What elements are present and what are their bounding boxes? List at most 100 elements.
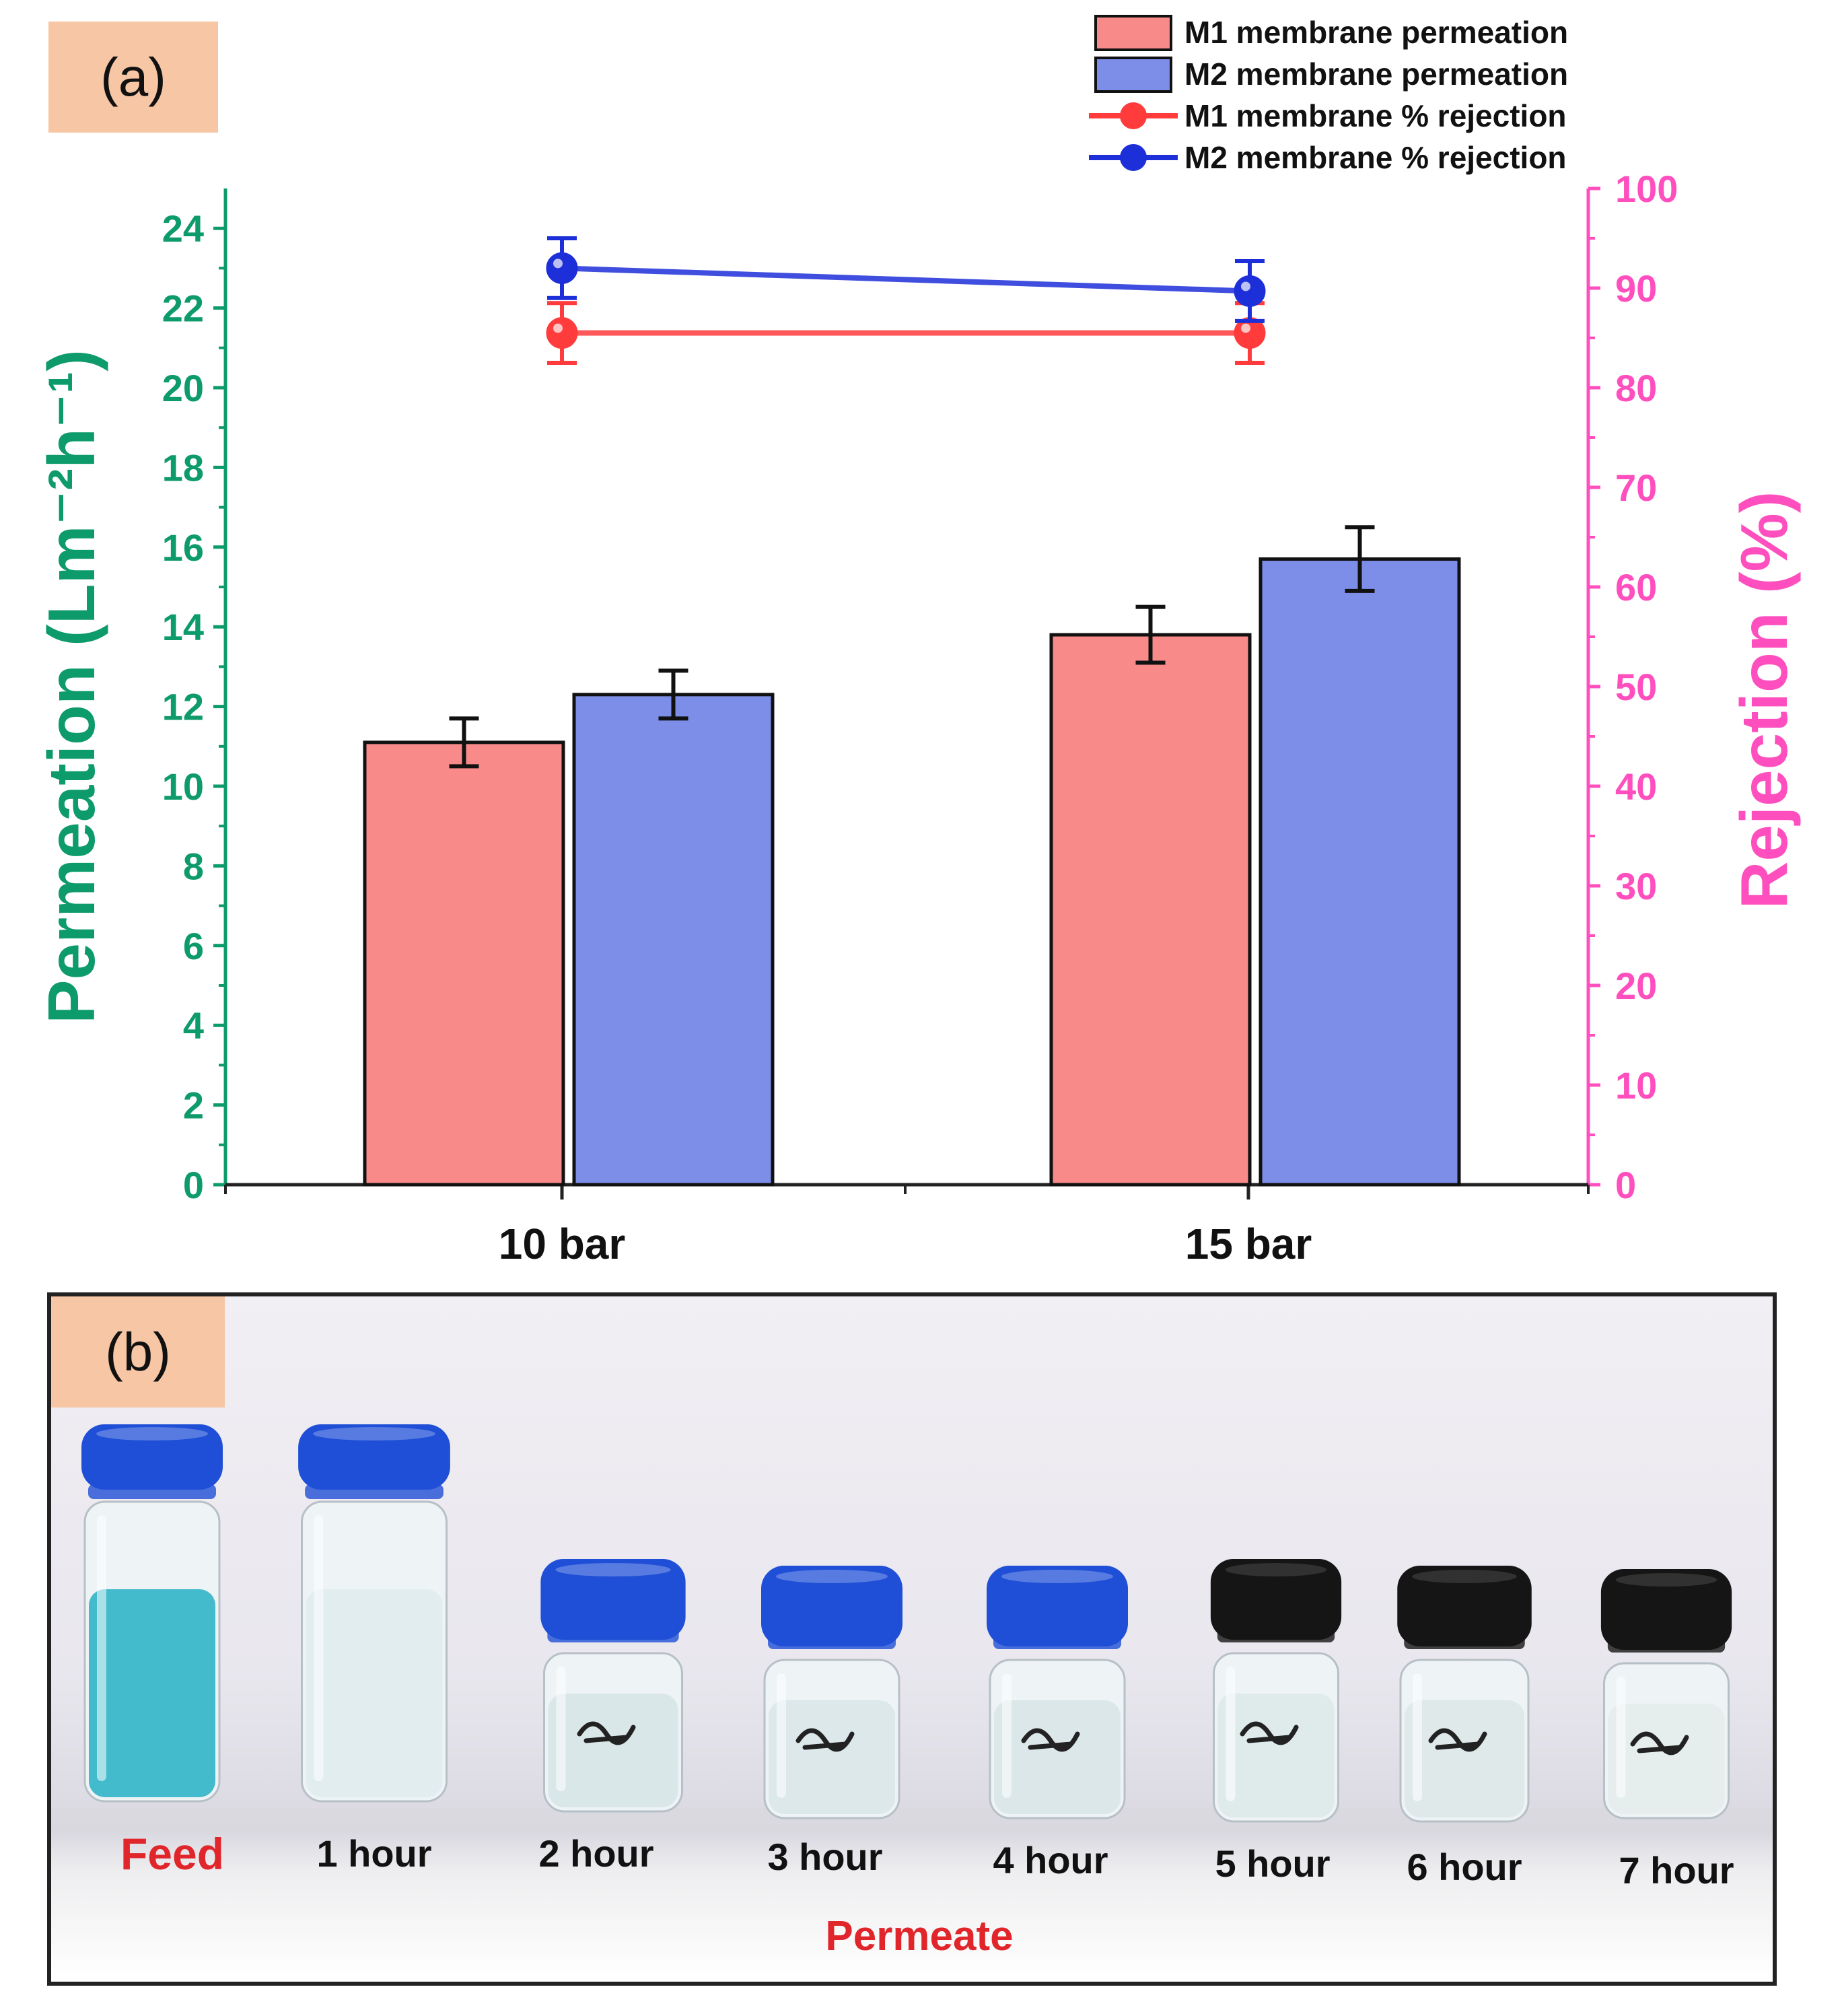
vial-liquid-5: [994, 1700, 1121, 1814]
vial-cap-8: [1600, 1569, 1732, 1650]
vial-cap-7: [1397, 1566, 1532, 1646]
vial-cap-shine-1: [96, 1427, 208, 1440]
left-axis-tick-label: 22: [162, 287, 204, 330]
right-axis-tick-label: 10: [1615, 1064, 1657, 1107]
right-axis-tick-label: 90: [1615, 267, 1657, 310]
right-axis-tick-label: 60: [1615, 566, 1657, 609]
vial-label-6: 5 hour: [1215, 1842, 1331, 1885]
vial-photo-panel: (b) Feed 1 hour 2 hour 3 hour 4 hour 5 hour 6 …: [47, 1292, 1777, 1986]
bar-2-2: [1259, 557, 1461, 1187]
x-axis-tick-label: 15 bar: [1185, 1220, 1312, 1268]
legend-label-1: M1 membrane permeation: [1184, 15, 1568, 50]
vial-glint-5: [1002, 1673, 1012, 1798]
vial-liquid-8: [1608, 1704, 1725, 1814]
right-axis-title: Rejection (%): [1727, 491, 1801, 909]
vial-cap-6: [1210, 1559, 1342, 1640]
rejection-point-highlight: [1241, 323, 1250, 333]
legend-swatch-1: [1094, 15, 1172, 51]
vial-cap-rim-2: [305, 1484, 444, 1499]
vial-label-4: 3 hour: [767, 1836, 883, 1878]
vial-glint-4: [777, 1673, 786, 1798]
legend-label-2: M2 membrane permeation: [1184, 57, 1568, 92]
vial-handwriting-3: [577, 1721, 636, 1745]
left-axis-tick-label: 24: [162, 207, 204, 250]
right-axis-tick-label: 20: [1615, 965, 1657, 1007]
bar-1-2: [1049, 633, 1252, 1187]
vial-photo: [51, 1424, 1773, 1835]
bar-1-1: [363, 740, 565, 1187]
vial-cap-rim-7: [1404, 1634, 1525, 1649]
vial-liquid-1: [89, 1589, 215, 1797]
right-axis-tick-label: 0: [1615, 1164, 1636, 1206]
vial-liquid-4: [769, 1700, 895, 1814]
vial-glint-7: [1413, 1673, 1422, 1801]
permeate-label: Permeate: [825, 1913, 1014, 1959]
rejection-point-highlight: [553, 258, 563, 269]
rejection-point-highlight: [553, 323, 563, 333]
vial-cap-rim-6: [1217, 1628, 1335, 1642]
vial-cap-1: [81, 1424, 223, 1490]
x-axis-tick-label: 10 bar: [499, 1220, 626, 1268]
vial-glint-3: [556, 1667, 566, 1791]
legend-swatch-2: [1094, 57, 1172, 93]
vial-cap-3: [540, 1559, 686, 1640]
vial-glint-8: [1616, 1677, 1626, 1798]
vial-cap-shine-7: [1412, 1570, 1517, 1583]
bars: [363, 525, 1461, 1187]
right-axis-tick-label: 80: [1615, 367, 1657, 409]
rejection-line-2: [561, 265, 1250, 294]
vial-liquid-7: [1405, 1700, 1524, 1817]
vial-handwriting-7: [1428, 1728, 1487, 1752]
left-axis-tick-label: 16: [162, 526, 204, 569]
left-axis-tick-label: 14: [162, 606, 204, 648]
vial-glint-6: [1226, 1667, 1236, 1801]
rejection-point-2-2: [1234, 275, 1266, 307]
vial-cap-shine-3: [555, 1563, 671, 1576]
right-axis-tick-label: 50: [1615, 666, 1657, 708]
vial-cap-5: [987, 1566, 1128, 1646]
vial-cap-rim-4: [768, 1634, 896, 1649]
vial-label-8: 7 hour: [1619, 1849, 1734, 1891]
legend-label-3: M1 membrane % rejection: [1184, 98, 1567, 133]
rejection-point-1-1: [546, 317, 578, 349]
vial-handwriting-5: [1021, 1728, 1080, 1752]
rejection-point-highlight: [1241, 281, 1250, 291]
vial-liquid-2: [306, 1589, 443, 1797]
left-axis-tick-label: 4: [183, 1004, 204, 1047]
right-axis-tick-label: 70: [1615, 466, 1657, 509]
vial-label-3: 2 hour: [538, 1832, 654, 1875]
left-axis-tick-label: 18: [162, 446, 204, 489]
vial-handwriting-4: [795, 1728, 855, 1752]
vial-cap-2: [298, 1424, 450, 1490]
vial-cap-shine-8: [1615, 1573, 1717, 1587]
legend-label-4: M2 membrane % rejection: [1184, 140, 1567, 175]
left-axis-tick-label: 10: [162, 765, 204, 808]
vial-cap-shine-2: [313, 1427, 435, 1440]
vial-cap-rim-5: [993, 1634, 1121, 1649]
left-axis-tick-label: 6: [183, 925, 204, 967]
vial-glint-2: [314, 1515, 324, 1781]
left-axis-tick-label: 8: [183, 845, 204, 887]
right-axis-tick-label: 40: [1615, 765, 1657, 808]
left-axis-title: Permeation (Lm⁻²h⁻¹): [34, 349, 108, 1024]
chart-a: M1 membrane permeation M2 membrane permea…: [34, 15, 1801, 1268]
panel-b-label: (b): [51, 1296, 225, 1407]
vial-cap-rim-8: [1607, 1638, 1726, 1653]
vial-label-2: 1 hour: [316, 1832, 432, 1875]
left-axis-tick-label: 12: [162, 686, 204, 728]
vial-label-1: Feed: [120, 1829, 225, 1879]
right-axis-tick-label: 30: [1615, 865, 1657, 907]
left-axis-tick-label: 20: [162, 367, 204, 409]
vial-cap-shine-5: [1001, 1570, 1113, 1583]
panel-a-label: (a): [48, 22, 218, 133]
vial-cap-rim-1: [88, 1484, 216, 1499]
vial-handwriting-6: [1240, 1721, 1299, 1745]
left-axis-tick-label: 0: [183, 1164, 204, 1206]
left-axis-tick-label: 2: [183, 1084, 204, 1127]
legend: M1 membrane permeation M2 membrane permea…: [1089, 15, 1568, 175]
rejection-lines: [546, 236, 1266, 365]
vial-liquid-6: [1217, 1694, 1335, 1817]
right-axis-tick-label: 100: [1615, 168, 1678, 210]
legend-marker-4: [1120, 144, 1147, 171]
rejection-point-2-1: [546, 252, 578, 284]
